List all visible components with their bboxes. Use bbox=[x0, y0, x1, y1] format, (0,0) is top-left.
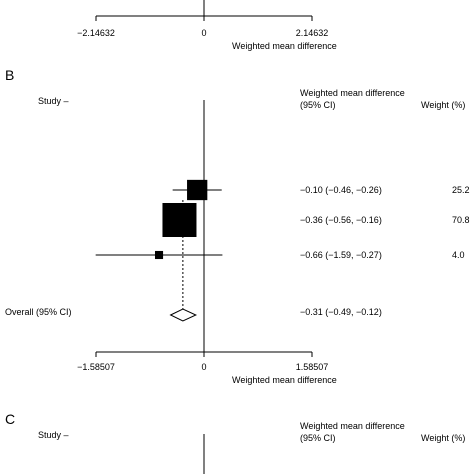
panel-a-tick-label-right: 2.14632 bbox=[296, 28, 329, 38]
panel-b-ci-header: (95% CI) bbox=[300, 100, 336, 110]
panel-c-weight-header: Weight (%) bbox=[421, 433, 465, 443]
panel-c-wmd-header: Weighted mean difference bbox=[300, 421, 405, 431]
panel-a-tick-label-left: −2.14632 bbox=[77, 28, 115, 38]
panel-b-tick-label-zero: 0 bbox=[201, 362, 206, 372]
study-estimate-text: −0.10 (−0.46, −0.26) bbox=[300, 185, 382, 195]
panel-c: C Study – Weighted mean difference (95% … bbox=[5, 411, 465, 474]
panel-c-ci-header: (95% CI) bbox=[300, 433, 336, 443]
panel-b-tick-label-right: 1.58507 bbox=[296, 362, 329, 372]
panel-b-study-header: Study – bbox=[38, 96, 69, 106]
panel-b-overall-diamond bbox=[169, 308, 198, 322]
panel-c-letter: C bbox=[5, 411, 15, 427]
panel-b: B Study – Weighted mean difference (95% … bbox=[5, 67, 470, 385]
panel-b-tick-label-left: −1.58507 bbox=[77, 362, 115, 372]
panel-b-study-rows: −0.10 (−0.46, −0.26) 25.2 −0.36 (−0.56, −0… bbox=[95, 179, 470, 260]
panel-a: −2.14632 0 2.14632 Weighted mean differe… bbox=[77, 0, 337, 51]
study-weight-box bbox=[187, 179, 208, 201]
panel-b-letter: B bbox=[5, 67, 14, 83]
panel-b-wmd-header: Weighted mean difference bbox=[300, 88, 405, 98]
study-weight-text: 25.2 bbox=[452, 185, 470, 195]
study-weight-text: 70.8 bbox=[452, 215, 470, 225]
panel-b-overall-estimate: −0.31 (−0.49, −0.12) bbox=[300, 307, 382, 317]
study-weight-box bbox=[162, 203, 197, 237]
panel-c-study-header: Study – bbox=[38, 430, 69, 440]
study-point-marker bbox=[155, 252, 161, 258]
study-estimate-text: −0.36 (−0.56, −0.16) bbox=[300, 215, 382, 225]
panel-b-weight-header: Weight (%) bbox=[421, 100, 465, 110]
panel-a-axis-label: Weighted mean difference bbox=[232, 41, 337, 51]
study-estimate-text: −0.66 (−1.59, −0.27) bbox=[300, 250, 382, 260]
panel-b-overall-label: Overall (95% CI) bbox=[5, 307, 72, 317]
panel-b-axis-label: Weighted mean difference bbox=[232, 375, 337, 385]
panel-a-tick-label-zero: 0 bbox=[201, 28, 206, 38]
study-weight-text: 4.0 bbox=[452, 250, 465, 260]
